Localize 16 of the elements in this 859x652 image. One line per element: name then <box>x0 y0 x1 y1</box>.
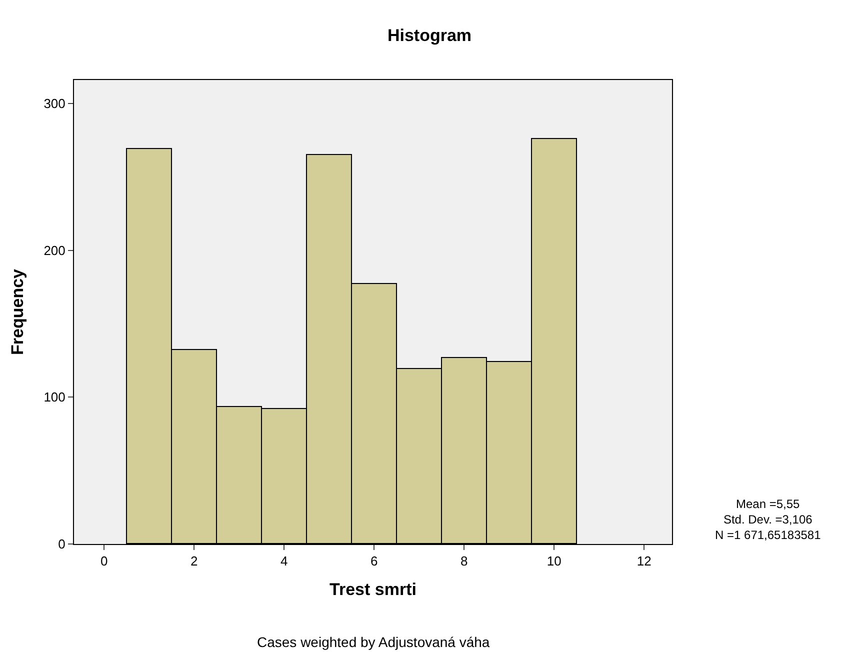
x-tick-label: 10 <box>546 554 562 569</box>
x-tick-label: 8 <box>460 554 468 569</box>
x-tick-label: 6 <box>370 554 378 569</box>
x-tick-label: 4 <box>280 554 288 569</box>
chart-title: Histogram <box>387 26 472 46</box>
text: Mean =5,55 Std. Dev. =3,106 N =1 671,65183581 <box>715 497 822 542</box>
y-axis-title: Frequency <box>8 268 28 355</box>
y-tick-label: 200 <box>44 242 66 258</box>
x-tick-label: 0 <box>100 554 108 569</box>
x-tick-label: 12 <box>636 554 652 569</box>
x-tick-label: 2 <box>190 554 198 569</box>
y-tick-label: 0 <box>58 536 66 552</box>
y-tick-label: 300 <box>44 96 66 112</box>
text: Cases weighted by Adjustovaná váha <box>257 634 490 650</box>
x-axis-title: Trest smrti <box>330 580 416 599</box>
y-tick-label: 100 <box>44 390 66 405</box>
